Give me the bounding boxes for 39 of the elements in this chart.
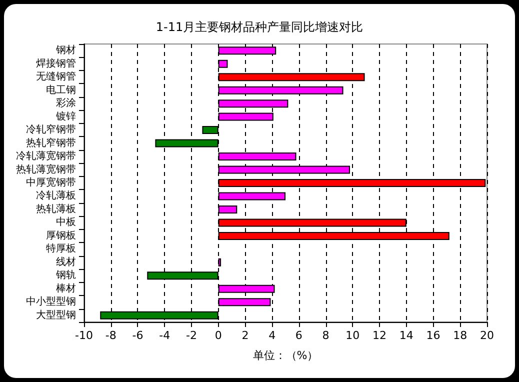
- x-tick-label: 14: [399, 329, 414, 342]
- y-tick-label: 焊接钢管: [36, 57, 76, 70]
- y-tick-label: 热轧窄钢带: [26, 136, 76, 149]
- x-tick-label: -4: [159, 329, 170, 342]
- x-tick-label: -2: [186, 329, 197, 342]
- y-tick-label: 热轧薄宽钢带: [16, 163, 76, 176]
- y-tick-label: 大型型钢: [36, 308, 76, 321]
- y-tick-label: 钢轨: [55, 269, 76, 282]
- x-axis-title: 单位：（%）: [252, 349, 318, 362]
- y-tick-label: 厚钢板: [46, 229, 76, 242]
- x-tick-label: -6: [132, 329, 144, 342]
- y-tick-label: 冷轧薄宽钢带: [16, 150, 76, 162]
- x-tick-label: 16: [426, 329, 440, 342]
- y-tick-label: 线材: [56, 256, 76, 268]
- x-tick-label: 20: [480, 329, 494, 342]
- x-tick-label: 10: [346, 329, 360, 342]
- y-tick-label: 棒材: [56, 282, 76, 294]
- x-tick-label: 0: [214, 329, 222, 342]
- x-tick-label: 2: [242, 329, 249, 342]
- y-tick-label: 镀锌: [55, 110, 76, 122]
- y-tick-label: 中板: [56, 216, 76, 228]
- y-tick-label: 中厚宽钢带: [26, 176, 76, 188]
- y-tick-label: 特厚板: [46, 242, 76, 255]
- x-tick-label: 4: [268, 329, 276, 342]
- y-tick-label: 冷轧薄板: [36, 190, 76, 202]
- y-tick-label: 冷轧窄钢带: [26, 124, 76, 136]
- y-tick-label: 热轧薄板: [36, 202, 76, 215]
- y-tick-label: 彩涂: [56, 97, 76, 110]
- x-tick-label: -8: [105, 329, 116, 342]
- y-tick-label: 钢材: [55, 44, 76, 56]
- y-tick-label: 电工钢: [46, 84, 76, 96]
- x-tick-label: -10: [75, 329, 93, 342]
- chart-title: 1-11月主要钢材品种产量同比增速对比: [156, 20, 364, 34]
- x-tick-label: 18: [453, 329, 468, 342]
- y-tick-label: 无缝钢管: [36, 70, 76, 83]
- x-tick-label: 8: [322, 329, 330, 342]
- x-tick-label: 12: [372, 329, 387, 342]
- y-tick-label: 中小型型钢: [26, 296, 76, 308]
- x-tick-label: 6: [295, 329, 302, 342]
